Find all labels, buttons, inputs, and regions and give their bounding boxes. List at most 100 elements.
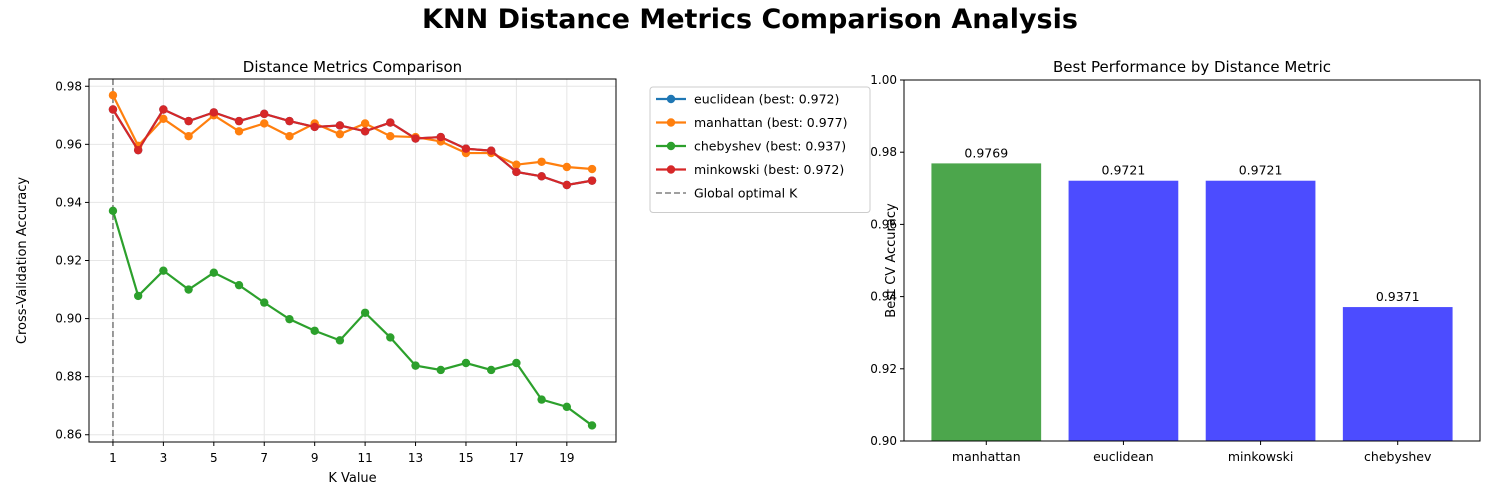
data-point xyxy=(159,114,168,123)
x-tick-label: manhattan xyxy=(952,449,1021,464)
data-point xyxy=(512,167,521,177)
x-axis-label: K Value xyxy=(328,471,376,486)
legend-entry: chebyshev (best: 0.937) xyxy=(694,139,846,154)
data-point xyxy=(108,206,118,216)
x-tick-label: 15 xyxy=(458,451,473,465)
data-point xyxy=(537,157,546,166)
bar-value-label: 0.9721 xyxy=(1102,163,1146,178)
data-point xyxy=(184,116,193,126)
y-tick-label: 0.98 xyxy=(870,145,897,159)
data-point xyxy=(386,132,395,141)
data-point xyxy=(285,116,294,126)
data-point xyxy=(411,361,420,370)
bar-chart: 0.9769 manhattan 0.9721 euclidean 0.9721 mink… xyxy=(870,58,1481,464)
x-tick-label: chebyshev xyxy=(1364,449,1432,464)
bar-euclidean xyxy=(1068,180,1179,441)
data-point xyxy=(234,280,244,290)
data-point xyxy=(133,291,143,301)
data-point xyxy=(260,298,269,307)
data-point xyxy=(184,132,193,141)
line-chart: 1 3 5 7 9 11 13 15 17 190.860.880.900.920.940.960… xyxy=(15,58,871,486)
data-point xyxy=(184,285,193,294)
bar-minkowski xyxy=(1205,180,1316,441)
legend-entry: manhattan (best: 0.977) xyxy=(694,115,847,130)
legend-entry: minkowski (best: 0.972) xyxy=(694,162,844,177)
data-point xyxy=(360,119,370,128)
y-axis-label: Cross-Validation Accuracy xyxy=(15,177,30,345)
legend-entry: euclidean (best: 0.972) xyxy=(694,92,839,107)
plot-frame xyxy=(903,79,1481,442)
data-point xyxy=(562,180,572,190)
data-point xyxy=(537,172,546,181)
figure-title: KNN Distance Metrics Comparison Analysis xyxy=(422,4,1078,35)
legend-marker xyxy=(666,141,676,151)
legend-entry: Global optimal K xyxy=(694,186,798,201)
data-point xyxy=(436,365,445,375)
data-point xyxy=(360,127,370,136)
data-point xyxy=(562,162,572,172)
data-point xyxy=(486,365,496,375)
data-point xyxy=(461,358,471,368)
data-point xyxy=(386,333,395,342)
data-point xyxy=(234,116,244,126)
x-tick-label: euclidean xyxy=(1093,449,1154,464)
data-point xyxy=(512,160,521,169)
data-point xyxy=(260,109,269,119)
y-tick-label: 0.96 xyxy=(870,217,897,231)
data-point xyxy=(360,308,370,317)
data-point xyxy=(386,118,395,127)
bar-value-label: 0.9769 xyxy=(964,145,1008,160)
data-point xyxy=(108,91,118,100)
chart-title: Distance Metrics Comparison xyxy=(243,58,462,76)
x-tick-label: 5 xyxy=(210,451,218,465)
series-line-2 xyxy=(111,210,593,427)
data-point xyxy=(159,266,168,275)
x-tick-label: 11 xyxy=(357,451,372,465)
data-point xyxy=(285,132,294,141)
x-tick-label: 9 xyxy=(311,451,319,465)
bar-value-label: 0.9371 xyxy=(1376,289,1420,304)
data-point xyxy=(411,134,420,143)
series-line-3 xyxy=(112,108,593,187)
data-point xyxy=(108,105,118,114)
data-point xyxy=(537,395,546,404)
data-point xyxy=(587,421,597,430)
legend-marker xyxy=(666,94,676,104)
data-point xyxy=(335,336,345,345)
data-point xyxy=(587,164,597,174)
y-tick-label: 0.88 xyxy=(55,370,82,384)
data-point xyxy=(335,121,345,130)
data-point xyxy=(234,127,244,136)
chart-title: Best Performance by Distance Metric xyxy=(1053,58,1331,76)
x-tick-label: 7 xyxy=(260,451,268,465)
x-tick-label: 17 xyxy=(509,451,524,465)
data-point xyxy=(587,176,597,185)
data-point xyxy=(209,108,219,117)
y-tick-label: 0.94 xyxy=(55,195,82,209)
data-point xyxy=(310,122,319,132)
data-point xyxy=(159,105,168,114)
x-tick-label: 3 xyxy=(160,451,168,465)
data-point xyxy=(133,145,143,155)
x-tick-label: 19 xyxy=(559,451,574,465)
data-point xyxy=(335,129,345,139)
y-axis-label: Best CV Accuracy xyxy=(884,203,899,318)
data-point xyxy=(512,358,521,368)
y-tick-label: 0.92 xyxy=(55,254,82,268)
data-point xyxy=(310,326,319,335)
y-tick-label: 0.94 xyxy=(870,290,897,304)
data-point xyxy=(285,314,294,324)
bar-manhattan xyxy=(931,163,1042,442)
legend-marker xyxy=(666,165,676,174)
data-point xyxy=(260,119,269,128)
y-tick-label: 0.98 xyxy=(55,79,82,93)
data-point xyxy=(486,146,496,155)
y-tick-label: 0.90 xyxy=(870,434,897,448)
x-tick-label: 1 xyxy=(109,451,117,465)
legend-marker xyxy=(666,118,676,127)
x-tick-label: minkowski xyxy=(1228,449,1293,464)
data-point xyxy=(209,268,219,277)
bar-chebyshev xyxy=(1342,307,1453,441)
y-tick-label: 0.96 xyxy=(55,137,82,151)
